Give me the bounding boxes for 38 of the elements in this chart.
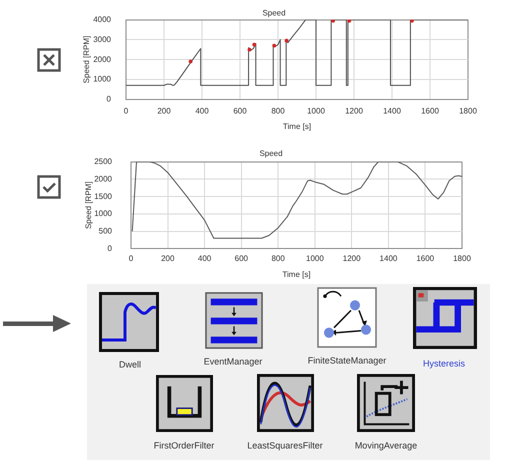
x-axis-title: Time [s]	[282, 122, 312, 132]
x-tick-label: 1600	[416, 254, 435, 264]
chart-title: Speed	[259, 149, 283, 158]
x-tick-label: 400	[198, 254, 212, 264]
x-tick-label: 400	[195, 106, 210, 116]
y-axis-title: Speed [RPM]	[84, 181, 94, 230]
x-axis-title: Time [s]	[282, 270, 311, 279]
y-tick-label: 3000	[93, 34, 112, 44]
x-tick-label: 1000	[307, 106, 326, 116]
x-tick-label: 1200	[342, 254, 362, 264]
x-tick-label: 800	[271, 254, 286, 264]
y-tick-label: 2500	[94, 157, 113, 166]
x-tick-label: 200	[161, 254, 175, 264]
y-tick-label: 2000	[94, 174, 113, 184]
y-axis-title: Speed [RPM]	[82, 36, 92, 84]
y-tick-label: 4000	[93, 15, 112, 24]
x-tick-label: 1400	[380, 254, 398, 264]
y-tick-label: 1500	[94, 192, 113, 201]
y-tick-label: 0	[106, 94, 112, 104]
x-tick-label: 600	[234, 254, 249, 264]
x-tick-label: 1800	[453, 254, 472, 264]
y-tick-label: 2000	[93, 54, 112, 64]
x-tick-label: 1000	[306, 254, 324, 264]
x-tick-label: 1400	[383, 106, 402, 116]
palette-panel: Dwell EventManager FiniteStateManager Hysteresis FirstOrderFilter LeastSquaresFilter MovingAverage	[87, 284, 490, 460]
x-tick-label: 0	[128, 254, 134, 264]
x-tick-label: 1200	[345, 106, 364, 116]
y-tick-label: 500	[98, 226, 113, 236]
x-tick-label: 800	[271, 106, 286, 116]
y-tick-label: 0	[108, 244, 113, 253]
x-tick-label: 0	[124, 106, 129, 116]
y-tick-label: 1000	[93, 74, 112, 84]
x-tick-label: 1600	[421, 106, 440, 116]
x-tick-label: 1800	[459, 106, 478, 116]
x-tick-label: 200	[157, 106, 172, 116]
x-tick-label: 600	[233, 106, 248, 116]
y-tick-label: 1000	[94, 209, 113, 218]
chart-title: Speed	[262, 8, 286, 18]
